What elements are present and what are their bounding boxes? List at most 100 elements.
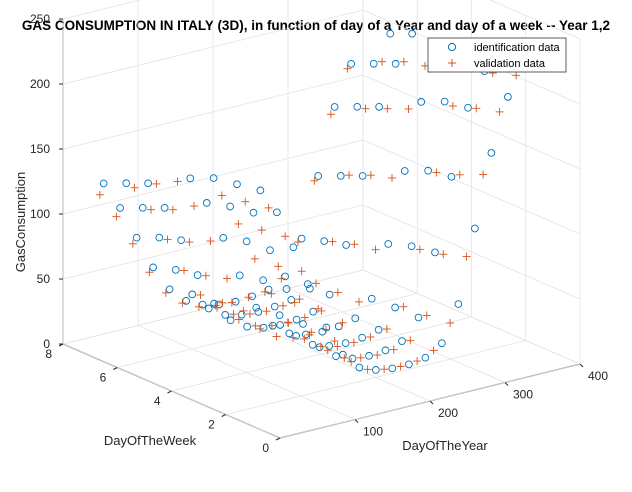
- side-wall-grid-line: [488, 0, 581, 40]
- side-wall-grid-line: [362, 139, 581, 235]
- identification-point: [221, 311, 230, 319]
- identification-point: [332, 352, 340, 360]
- validation-point: [295, 295, 304, 304]
- identification-point: [256, 186, 265, 195]
- y-tick-mark: [221, 414, 226, 417]
- validation-point: [323, 346, 332, 355]
- validation-point: [333, 342, 342, 351]
- identification-point: [306, 284, 314, 293]
- floor-grid-line: [171, 316, 472, 392]
- validation-point: [185, 238, 194, 247]
- validation-point: [206, 236, 215, 245]
- identification-point: [447, 172, 456, 181]
- validation-point: [380, 365, 389, 374]
- validation-point: [161, 288, 170, 297]
- validation-point: [366, 332, 375, 341]
- identification-point: [358, 172, 367, 180]
- validation-point: [432, 168, 441, 177]
- identification-point: [407, 242, 416, 251]
- validation-point: [163, 235, 172, 244]
- validation-point: [512, 71, 521, 80]
- side-wall-grid-line: [362, 204, 581, 300]
- identification-point: [204, 304, 213, 313]
- identification-point: [193, 271, 202, 279]
- validation-point: [218, 298, 227, 307]
- validation-point: [95, 190, 104, 199]
- identification-point: [438, 339, 446, 348]
- z-tick-label: 0: [43, 337, 50, 351]
- validation-point: [267, 321, 276, 330]
- validation-point: [330, 337, 339, 346]
- validation-point: [495, 107, 504, 116]
- x-tick-label: 400: [588, 369, 608, 383]
- validation-point: [246, 309, 254, 318]
- identification-point: [275, 311, 284, 320]
- x-tick-label: 100: [363, 425, 383, 439]
- identification-point: [347, 60, 355, 68]
- validation-point: [173, 177, 182, 186]
- validation-point: [356, 353, 365, 362]
- validation-point: [262, 307, 271, 316]
- identification-point: [341, 339, 350, 347]
- validation-point: [388, 174, 396, 183]
- validation-point: [194, 302, 203, 311]
- side-wall-grid-line: [362, 74, 581, 170]
- identification-point: [186, 174, 195, 183]
- x-tick-mark: [579, 363, 584, 368]
- identification-point: [386, 29, 395, 38]
- validation-point: [267, 289, 276, 298]
- y-tick-mark: [113, 367, 118, 370]
- validation-point: [251, 321, 260, 330]
- validation-point: [180, 266, 188, 275]
- legend-identification-label: identification data: [474, 42, 560, 54]
- identification-point: [308, 340, 317, 349]
- identification-point: [400, 167, 409, 175]
- identification-point: [285, 329, 294, 338]
- validation-point: [448, 102, 457, 111]
- validation-point: [217, 191, 226, 200]
- validation-point: [178, 299, 187, 308]
- validation-point: [349, 338, 358, 347]
- validation-point: [145, 268, 154, 277]
- identification-point: [424, 166, 432, 175]
- identification-point: [266, 246, 274, 255]
- validation-point: [244, 293, 253, 302]
- identification-point: [116, 204, 124, 212]
- validation-point: [312, 279, 320, 288]
- validation-point: [250, 254, 259, 263]
- validation-point: [422, 311, 431, 320]
- validation-point: [462, 252, 471, 261]
- identification-point: [440, 97, 449, 106]
- identification-point: [144, 179, 152, 188]
- identification-point: [398, 337, 406, 345]
- validation-point: [239, 306, 248, 315]
- identification-point: [315, 343, 324, 352]
- y-tick-label: 4: [154, 394, 161, 408]
- validation-point: [479, 170, 488, 179]
- identification-point: [342, 241, 350, 249]
- identification-point: [405, 360, 413, 369]
- validation-point: [383, 104, 392, 113]
- validation-point: [241, 197, 250, 206]
- identification-point: [233, 180, 241, 189]
- identification-point: [454, 300, 463, 308]
- y-tick-mark: [167, 390, 172, 394]
- identification-point: [388, 364, 397, 373]
- identification-point: [138, 203, 147, 212]
- validation-point: [472, 104, 481, 113]
- validation-point: [343, 64, 352, 73]
- validation-point: [439, 250, 448, 259]
- x-tick-mark: [354, 419, 359, 423]
- validation-point: [293, 238, 302, 247]
- identification-point: [417, 98, 426, 106]
- validation-point: [300, 313, 309, 322]
- z-axis-label: GasConsumption: [13, 172, 28, 272]
- identification-point: [122, 179, 131, 188]
- legend-plus-marker: [448, 59, 456, 67]
- identification-point: [320, 237, 329, 245]
- validation-point: [201, 271, 210, 280]
- identification-point: [309, 307, 317, 316]
- validation-point: [396, 362, 405, 371]
- validation-point: [429, 346, 438, 355]
